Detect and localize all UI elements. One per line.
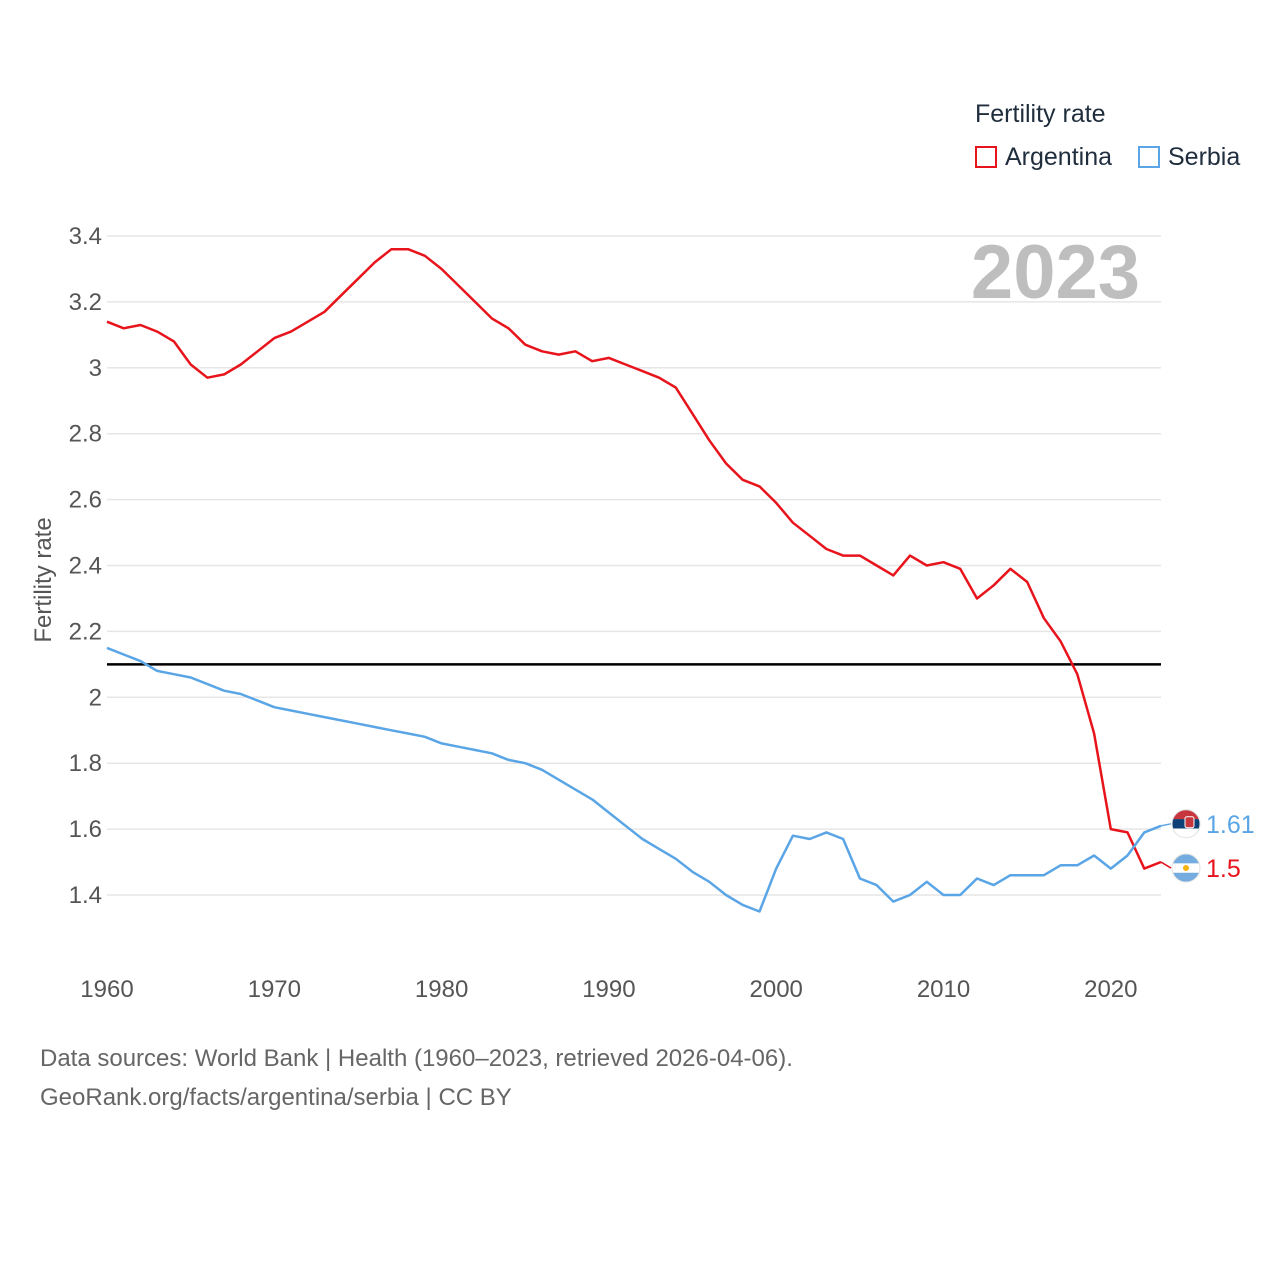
legend-item-serbia[interactable]: Serbia [1138, 141, 1240, 173]
legend-title: Fertility rate [975, 100, 1106, 128]
legend-swatch-serbia [1138, 146, 1160, 168]
y-tick-label: 1.4 [69, 882, 102, 909]
y-axis-ticks: 1.4 1.6 1.8 2 2.2 2.4 2.6 2.8 3 3.2 3.4 [69, 223, 102, 909]
legend-swatch-argentina [975, 146, 997, 168]
serbia-flag-icon [1171, 809, 1201, 839]
x-tick-label: 1970 [248, 976, 301, 1003]
footer-attribution[interactable]: GeoRank.org/facts/argentina/serbia | CC … [40, 1084, 512, 1111]
y-tick-label: 3.4 [69, 223, 102, 250]
end-label-argentina: 1.5 [1206, 855, 1241, 883]
footer-sources: Data sources: World Bank | Health (1960–… [40, 1045, 793, 1072]
end-connector-argentina [1160, 861, 1172, 869]
series-line-argentina [106, 247, 1162, 870]
y-tick-label: 2.6 [69, 487, 102, 514]
y-tick-label: 2 [89, 684, 102, 711]
y-tick-label: 3 [89, 355, 102, 382]
end-labels: 1.5 1.61 [1160, 809, 1255, 883]
flag-stripe [1172, 828, 1200, 838]
flag-coat-of-arms [1184, 816, 1195, 829]
series-lines [106, 247, 1162, 913]
x-tick-label: 1980 [415, 976, 468, 1003]
legend-label-argentina: Argentina [1005, 142, 1113, 171]
y-tick-label: 2.8 [69, 421, 102, 448]
x-tick-label: 1960 [80, 976, 133, 1003]
end-connector-serbia [1160, 823, 1172, 827]
x-tick-label: 2010 [917, 976, 970, 1003]
series-line-serbia [106, 646, 1162, 913]
y-axis-label: Fertility rate [30, 517, 57, 642]
y-tick-label: 2.4 [69, 553, 102, 580]
x-tick-label: 2020 [1084, 976, 1137, 1003]
y-tick-label: 1.8 [69, 750, 102, 777]
x-tick-label: 2000 [750, 976, 803, 1003]
legend-label-serbia: Serbia [1168, 142, 1241, 171]
flag-stripe [1172, 809, 1200, 820]
y-tick-label: 2.2 [69, 618, 102, 645]
year-label: 2023 [971, 230, 1140, 315]
x-tick-label: 1990 [582, 976, 635, 1003]
end-label-serbia: 1.61 [1206, 811, 1255, 839]
y-tick-label: 3.2 [69, 289, 102, 316]
flag-sun [1183, 865, 1189, 872]
y-tick-label: 1.6 [69, 816, 102, 843]
x-axis-ticks: 1960 1970 1980 1990 2000 2010 2020 [80, 976, 1137, 1003]
grid-lines [107, 235, 1161, 896]
legend-item-argentina[interactable]: Argentina [975, 141, 1112, 173]
argentina-flag-icon [1171, 853, 1201, 883]
